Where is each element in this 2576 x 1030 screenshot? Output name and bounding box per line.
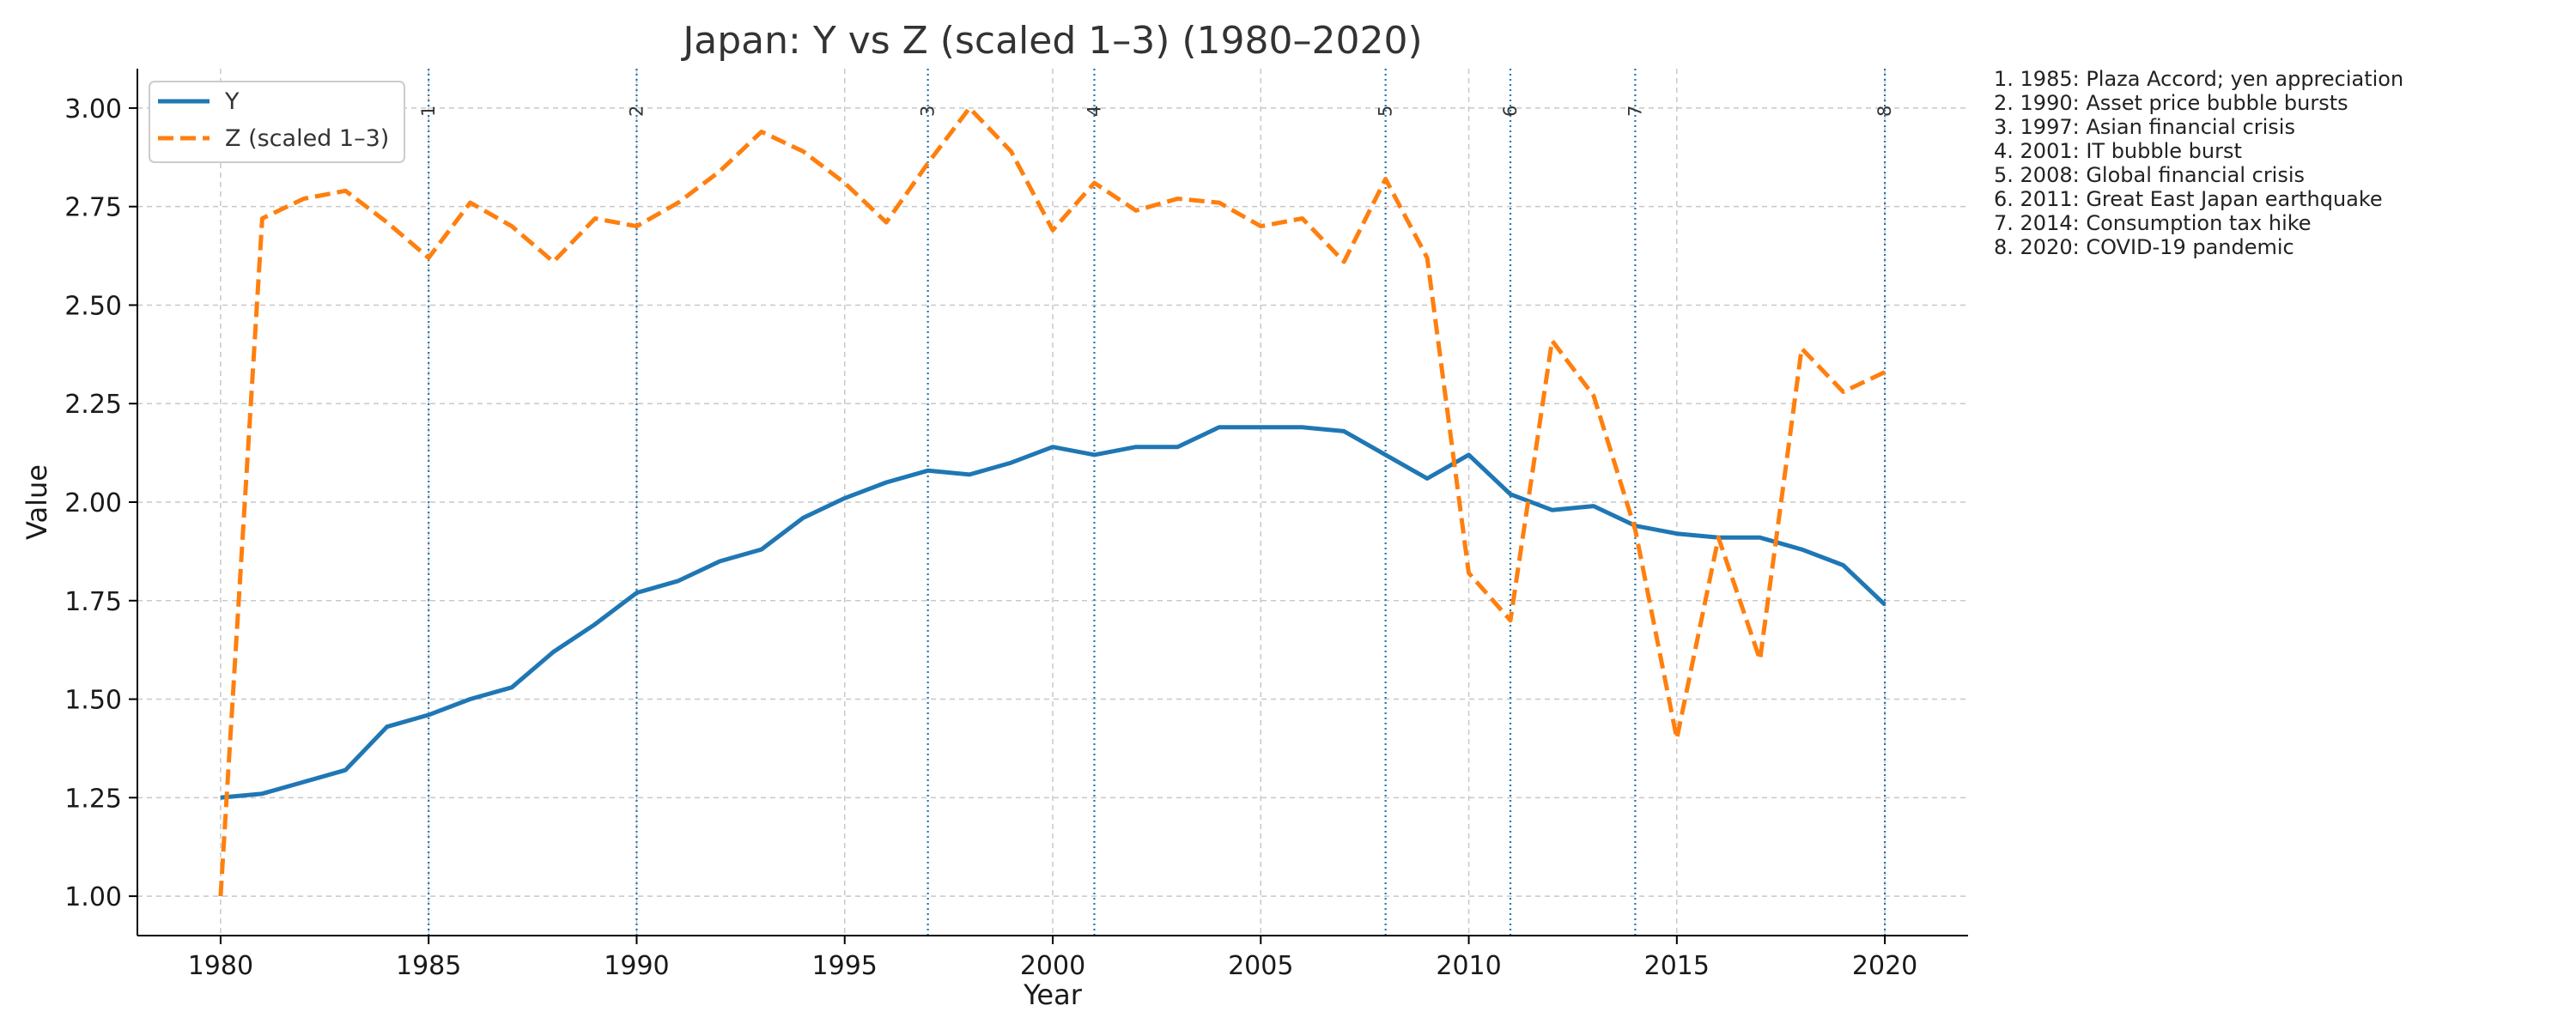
x-tick-label: 2020 [1852, 951, 1917, 981]
y-tick-label: 1.25 [64, 784, 122, 814]
event-note-3: 3. 1997: Asian financial crisis [1994, 115, 2295, 139]
event-number-2: 2 [626, 106, 647, 117]
x-tick-label: 2005 [1228, 951, 1293, 981]
event-note-8: 8. 2020: COVID-19 pandemic [1994, 235, 2294, 259]
x-tick-label: 1990 [604, 951, 669, 981]
series-layer [218, 106, 1886, 897]
grid-layer [137, 69, 1968, 936]
legend-box [149, 81, 405, 163]
event-note-2: 2. 1990: Asset price bubble bursts [1994, 91, 2348, 115]
y-tick-label: 2.75 [64, 193, 122, 223]
event-note-1: 1. 1985: Plaza Accord; yen appreciation [1994, 67, 2403, 91]
x-tick-label: 2000 [1020, 951, 1085, 981]
x-tick-label: 1980 [188, 951, 253, 981]
y-tick-label: 1.00 [64, 882, 122, 912]
x-tick-label: 1985 [396, 951, 461, 981]
x-axis-label: Year [1023, 978, 1083, 1011]
event-note-7: 7. 2014: Consumption tax hike [1994, 211, 2312, 235]
event-lines-layer: 1 2 3 4 5 6 7 8 [418, 69, 1895, 936]
tick-layer: 1980 1985 1990 1995 2000 2005 2010 2015 2020 1.00… [64, 94, 1917, 981]
event-number-4: 4 [1084, 106, 1104, 117]
event-number-8: 8 [1874, 106, 1895, 117]
event-number-5: 5 [1376, 106, 1396, 117]
event-number-7: 7 [1625, 106, 1645, 117]
event-notes: 1. 1985: Plaza Accord; yen appreciation2… [1994, 67, 2403, 259]
legend-label-z: Z (scaled 1–3) [225, 125, 389, 152]
y-tick-label: 2.50 [64, 291, 122, 321]
event-number-3: 3 [918, 106, 939, 117]
x-tick-label: 1995 [812, 951, 878, 981]
legend: Y Z (scaled 1–3) [149, 81, 405, 163]
series-line-y [220, 425, 1886, 800]
x-tick-label: 2015 [1644, 951, 1710, 981]
x-tick-label: 2010 [1436, 951, 1501, 981]
y-axis-label: Value [21, 464, 53, 540]
event-note-4: 4. 2001: IT bubble burst [1994, 139, 2242, 163]
legend-label-y: Y [224, 88, 240, 115]
y-tick-label: 1.50 [64, 686, 122, 716]
y-tick-label: 1.75 [64, 587, 122, 617]
series-line-z [218, 106, 1886, 897]
event-note-6: 6. 2011: Great East Japan earthquake [1994, 187, 2383, 211]
event-note-5: 5. 2008: Global financial crisis [1994, 163, 2305, 187]
event-number-1: 1 [418, 106, 439, 117]
y-tick-label: 2.25 [64, 390, 122, 420]
y-tick-label: 2.00 [64, 488, 122, 518]
chart-title: Japan: Y vs Z (scaled 1–3) (1980–2020) [680, 19, 1422, 63]
y-tick-label: 3.00 [64, 94, 122, 124]
event-number-6: 6 [1500, 106, 1521, 117]
